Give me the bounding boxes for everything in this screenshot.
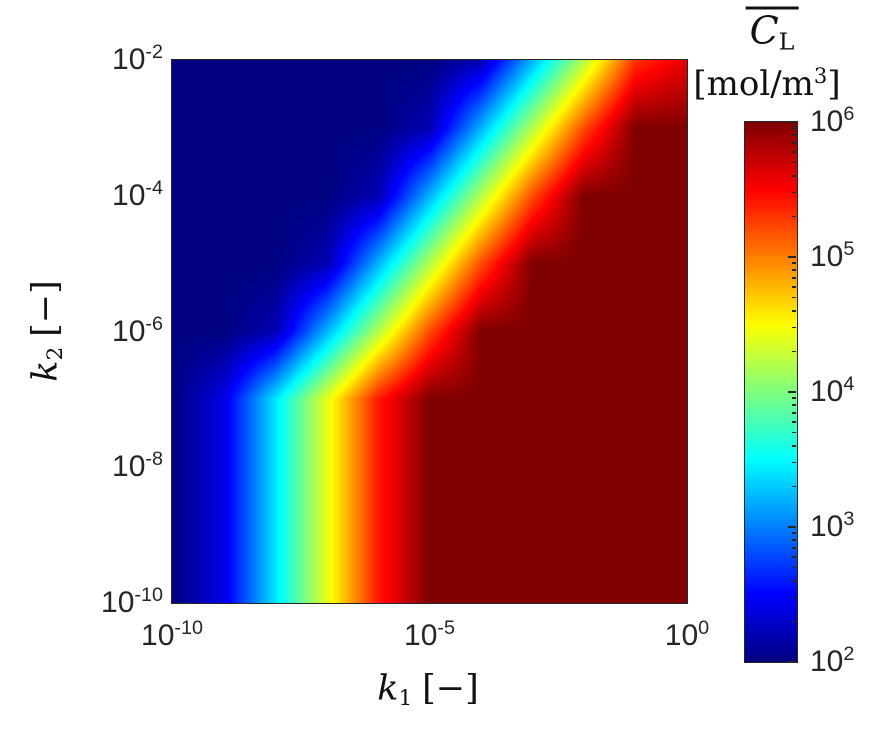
colorbar-tick-label-base: 10 xyxy=(810,375,844,408)
y-tick-label-exponent: -2 xyxy=(145,41,163,64)
colorbar-minor-tick xyxy=(791,461,796,464)
colorbar-minor-tick xyxy=(791,277,796,279)
colorbar-title-symbol: C xyxy=(749,8,779,53)
colorbar-major-tick xyxy=(788,661,796,663)
y-tick-label-exponent: -8 xyxy=(145,448,163,471)
y-tick-label: 10-4 xyxy=(112,178,163,212)
colorbar-minor-tick xyxy=(791,547,796,549)
colorbar-tick-label: 106 xyxy=(810,104,854,138)
colorbar-unit-superscript: 3 xyxy=(813,63,828,89)
y-tick-label-base: 10 xyxy=(112,314,146,348)
y-axis-label-subscript: 2 xyxy=(42,346,68,361)
colorbar-tick-label-base: 10 xyxy=(810,105,844,138)
colorbar-minor-tick xyxy=(791,421,796,423)
colorbar-minor-tick xyxy=(791,532,796,534)
colorbar-unit-pre: [mol/m xyxy=(693,64,814,104)
colorbar-minor-tick xyxy=(791,397,796,399)
colorbar-tick-label: 103 xyxy=(810,509,854,543)
heatmap-plot xyxy=(171,59,688,604)
x-tick-label-exponent: 0 xyxy=(698,617,710,640)
colorbar-minor-tick xyxy=(791,326,796,329)
y-tick-label-base: 10 xyxy=(112,178,146,212)
colorbar-minor-tick xyxy=(791,215,796,218)
x-axis-label: k1 [−] xyxy=(377,668,479,709)
colorbar-minor-tick xyxy=(791,412,796,414)
colorbar-tick-label-exponent: 4 xyxy=(843,373,855,396)
y-tick-label-exponent: -6 xyxy=(145,312,163,335)
colorbar-tick-label-exponent: 6 xyxy=(843,103,855,126)
colorbar-title: CL xyxy=(745,6,799,53)
y-tick-label-exponent: -10 xyxy=(134,584,163,607)
y-tick-label-base: 10 xyxy=(112,43,146,76)
colorbar-minor-tick xyxy=(791,566,796,569)
y-tick-label: 10-6 xyxy=(112,314,163,348)
colorbar-minor-tick xyxy=(791,296,796,299)
colorbar-major-tick xyxy=(788,526,796,528)
x-tick-label: 100 xyxy=(664,618,709,652)
y-axis-label-unit: [−] xyxy=(25,280,66,337)
colorbar-minor-tick xyxy=(791,350,796,353)
colorbar-minor-tick xyxy=(791,539,796,541)
y-axis-label: k2 [−] xyxy=(25,280,68,382)
colorbar-minor-tick xyxy=(791,262,796,264)
colorbar-minor-tick xyxy=(791,485,796,488)
colorbar-tick-label-exponent: 3 xyxy=(843,508,855,531)
colorbar-tick-label-base: 10 xyxy=(810,645,844,678)
x-tick-label-base: 10 xyxy=(141,619,175,652)
colorbar-tick-label: 105 xyxy=(810,239,854,273)
colorbar-minor-tick xyxy=(791,404,796,406)
colorbar-minor-tick xyxy=(791,431,796,434)
colorbar-tick-label-exponent: 5 xyxy=(843,238,855,261)
colorbar-major-tick xyxy=(788,256,796,258)
colorbar-tick-label: 104 xyxy=(810,374,854,408)
colorbar-minor-tick xyxy=(791,174,796,177)
colorbar-unit: [mol/m3] xyxy=(693,64,841,104)
colorbar-minor-tick xyxy=(791,309,796,312)
colorbar-minor-tick xyxy=(791,620,796,623)
x-tick-label-exponent: -5 xyxy=(437,617,455,640)
colorbar-tick-label-base: 10 xyxy=(810,510,844,543)
colorbar-minor-tick xyxy=(791,161,796,164)
colorbar-title-overline: CL xyxy=(745,6,799,53)
y-tick-label-base: 10 xyxy=(101,586,135,619)
colorbar-minor-tick xyxy=(791,191,796,194)
y-tick-label: 10-2 xyxy=(112,42,163,76)
x-tick-label-exponent: -10 xyxy=(174,617,203,640)
colorbar-tick-label: 102 xyxy=(810,644,854,678)
heatmap-canvas xyxy=(172,60,687,603)
colorbar-minor-tick xyxy=(791,556,796,558)
y-tick-label: 10-10 xyxy=(101,585,163,619)
x-axis-label-subscript: 1 xyxy=(398,685,413,711)
y-axis-label-symbol: k xyxy=(25,360,66,382)
y-tick-label-base: 10 xyxy=(112,450,146,484)
colorbar-major-tick xyxy=(788,121,796,123)
colorbar-minor-tick xyxy=(791,596,796,599)
colorbar-minor-tick xyxy=(791,269,796,271)
y-tick-label-exponent: -4 xyxy=(145,176,163,199)
y-tick-label: 10-8 xyxy=(112,449,163,484)
colorbar-minor-tick xyxy=(791,444,796,447)
colorbar-tick-label-base: 10 xyxy=(810,240,844,273)
x-tick-label: 10-10 xyxy=(141,618,203,652)
colorbar-unit-post: ] xyxy=(827,64,841,104)
colorbar-minor-tick xyxy=(791,142,796,144)
colorbar-minor-tick xyxy=(791,286,796,288)
x-axis-label-unit: [−] xyxy=(422,668,479,709)
colorbar-tick-label-exponent: 2 xyxy=(843,643,855,666)
x-tick-label: 10-5 xyxy=(404,618,455,652)
colorbar-minor-tick xyxy=(791,134,796,136)
x-tick-label-base: 10 xyxy=(664,619,699,652)
x-tick-label-base: 10 xyxy=(404,619,438,652)
colorbar-title-subscript: L xyxy=(778,27,795,56)
colorbar-minor-tick xyxy=(791,127,796,129)
colorbar-minor-tick xyxy=(791,579,796,582)
colorbar-minor-tick xyxy=(791,151,796,153)
x-axis-label-symbol: k xyxy=(377,668,399,709)
colorbar-major-tick xyxy=(788,391,796,393)
